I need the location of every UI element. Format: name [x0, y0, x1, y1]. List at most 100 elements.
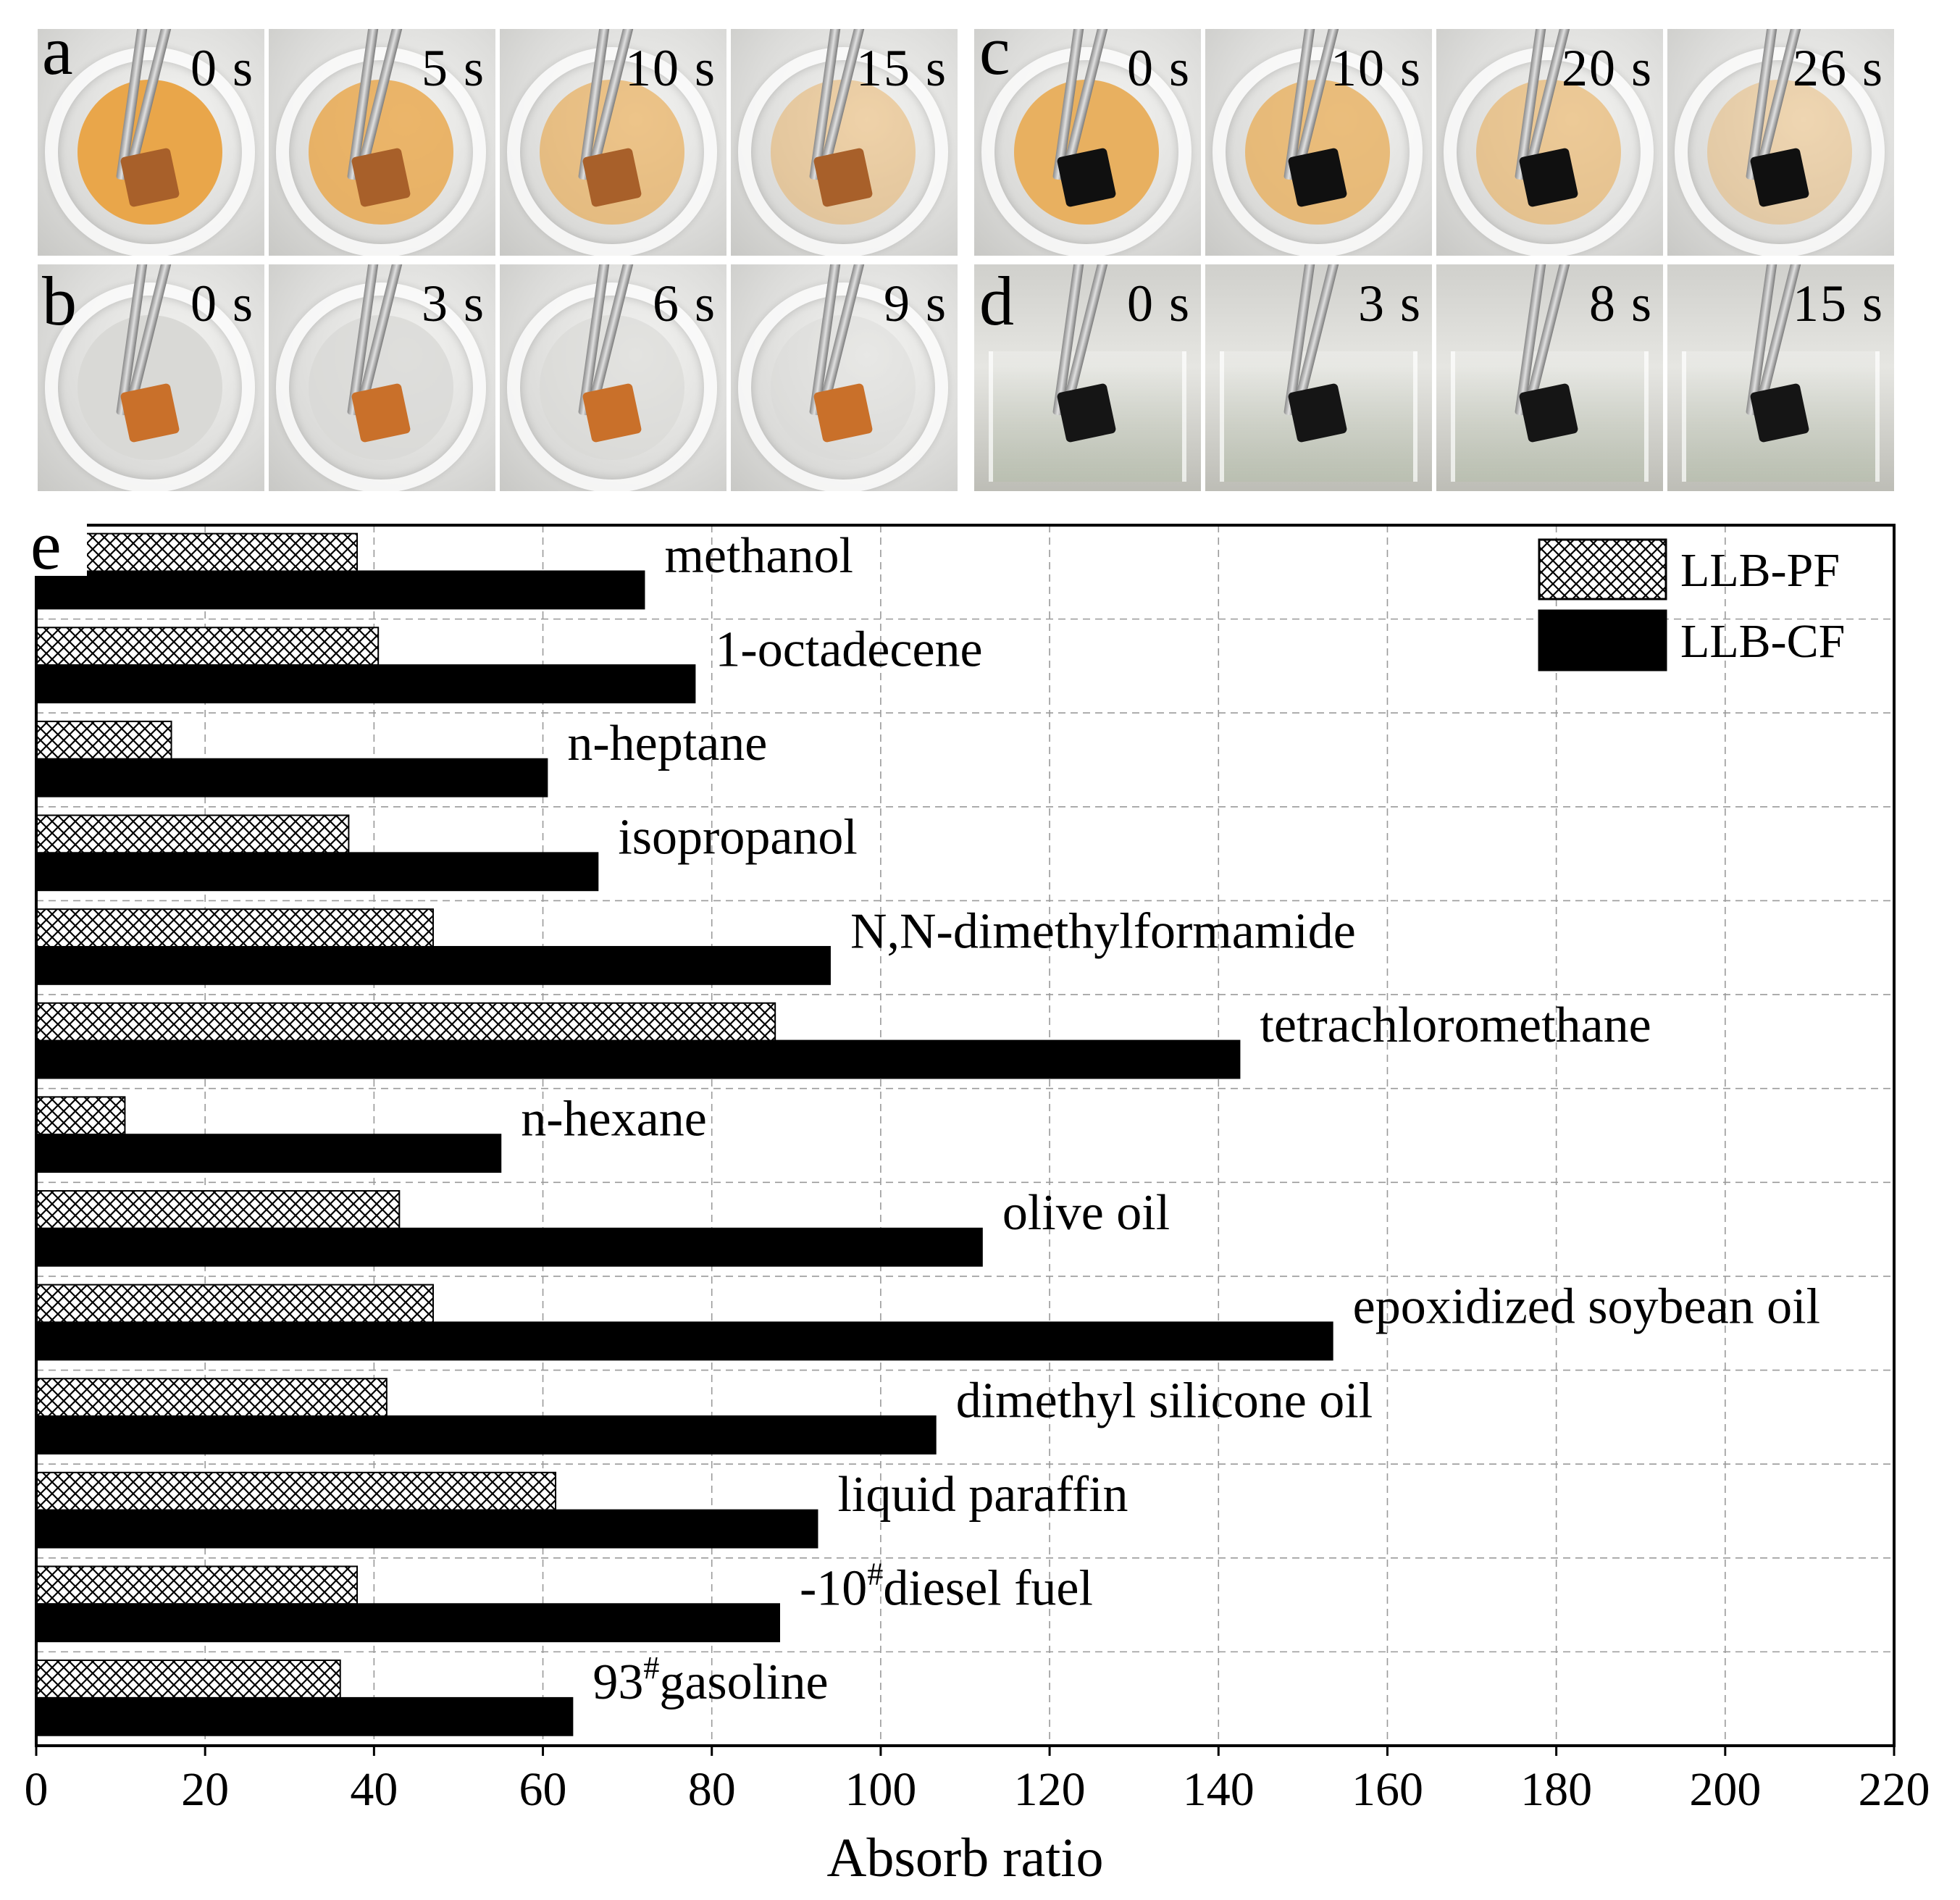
bar-llb-pf [35, 627, 380, 666]
sponge [351, 382, 411, 443]
bars [35, 532, 1333, 1736]
bar-llb-pf [35, 1284, 434, 1323]
time-label: 3 s [421, 275, 485, 332]
photo-frame: 0 s [38, 29, 264, 256]
x-axis-title: Absorb ratio [826, 1828, 1103, 1888]
photo-frame: 15 s [1667, 264, 1894, 491]
time-label: 15 s [855, 39, 947, 97]
photo-panel-a: 0 s 5 s 10 s 15 s [38, 29, 958, 256]
bar-llb-pf [35, 1096, 126, 1136]
time-label: 0 s [1126, 39, 1191, 97]
time-label: 5 s [421, 39, 485, 97]
sponge [813, 382, 874, 443]
panel-letter-a: a [42, 12, 73, 89]
sponge [1518, 147, 1579, 208]
time-label: 10 s [1330, 39, 1422, 97]
plot-frame [35, 524, 1896, 1747]
bar-labels: methanol 1-octadecene n-heptane isopropanol… [521, 528, 1820, 1710]
bar-llb-pf [35, 1565, 359, 1605]
x-tick-label: 100 [845, 1763, 916, 1816]
category-label: 1-octadecene [715, 622, 982, 677]
absorb-ratio-bar-chart: methanol 1-octadecene n-heptane isopropanol… [25, 514, 1930, 1888]
legend-label: LLB-PF [1680, 544, 1840, 597]
panel-letter-c: c [979, 12, 1010, 89]
sponge [813, 147, 874, 208]
x-tick-label: 20 [181, 1763, 229, 1816]
photo-frame: 10 s [1205, 29, 1432, 256]
photo-frame: 8 s [1436, 264, 1663, 491]
x-tick-label: 140 [1183, 1763, 1255, 1816]
photo-frame: 10 s [500, 29, 726, 256]
category-label: isopropanol [618, 810, 858, 866]
time-label: 10 s [624, 39, 716, 97]
sponge [1287, 147, 1348, 208]
x-tick-label: 0 [25, 1763, 49, 1816]
bar-llb-cf [35, 1603, 780, 1643]
panel-letter-e-bg [29, 519, 87, 576]
category-label: N,N-dimethylformamide [850, 903, 1356, 959]
sponge [120, 147, 180, 208]
time-label: 26 s [1792, 39, 1884, 97]
time-label: 15 s [1792, 275, 1884, 332]
bar-llb-cf [35, 664, 696, 703]
time-label: 3 s [1357, 275, 1422, 332]
x-tick-label: 60 [519, 1763, 567, 1816]
sponge [351, 147, 411, 208]
x-tick-label: 180 [1520, 1763, 1592, 1816]
time-label: 0 s [190, 39, 254, 97]
photo-frame: 0 s [974, 264, 1201, 491]
x-tick-label: 220 [1859, 1763, 1930, 1816]
time-label: 6 s [652, 275, 716, 332]
bar-llb-cf [35, 570, 645, 610]
photo-frame: 3 s [1205, 264, 1432, 491]
legend-label: LLB-CF [1680, 615, 1845, 668]
bar-llb-cf [35, 1696, 574, 1736]
legend-swatch [1538, 538, 1667, 600]
category-label: methanol [664, 528, 853, 584]
sponge [582, 382, 642, 443]
bar-llb-cf [35, 1134, 502, 1173]
category-label: tetrachloromethane [1260, 997, 1651, 1053]
x-tick-label: 80 [688, 1763, 736, 1816]
category-label: liquid paraffin [837, 1467, 1128, 1523]
category-label: dimethyl silicone oil [956, 1373, 1373, 1428]
bar-llb-pf [35, 1378, 388, 1418]
photo-frame: 5 s [269, 29, 495, 256]
bar-llb-cf [35, 1509, 818, 1549]
sponge [1749, 147, 1810, 208]
category-label: 93#gasoline [592, 1650, 828, 1710]
sponge [1056, 382, 1117, 443]
time-label: 8 s [1588, 275, 1653, 332]
bar-llb-cf [35, 758, 548, 798]
x-axis-ticks: 0 20 40 60 80 100 120 140 160 180 200 220 [25, 1746, 1930, 1816]
category-label: n-hexane [521, 1092, 707, 1147]
photo-frame: 0 s [974, 29, 1201, 256]
photo-frame: 0 s [38, 264, 264, 491]
bar-llb-cf [35, 1415, 937, 1455]
panel-letter-d: d [979, 262, 1014, 340]
photo-panel-b: 0 s 3 s 6 s 9 s [38, 264, 958, 491]
bar-llb-pf [35, 532, 359, 572]
bar-llb-pf [35, 1471, 557, 1511]
legend: LLB-PF LLB-CF [1538, 538, 1845, 671]
bar-llb-pf [35, 720, 172, 760]
x-tick-label: 40 [350, 1763, 398, 1816]
bar-llb-pf [35, 1660, 341, 1699]
category-label: n-heptane [567, 716, 767, 771]
photo-panel-c: 0 s 10 s 20 s 26 s [974, 29, 1894, 256]
photo-frame: 6 s [500, 264, 726, 491]
category-label: olive oil [1002, 1185, 1170, 1241]
bar-llb-pf [35, 1189, 401, 1229]
bar-llb-cf [35, 945, 831, 985]
x-tick-label: 120 [1014, 1763, 1086, 1816]
bar-llb-cf [35, 852, 599, 892]
category-label: epoxidized soybean oil [1353, 1279, 1820, 1335]
x-tick-label: 200 [1689, 1763, 1761, 1816]
bar-llb-cf [35, 1039, 1241, 1079]
time-label: 9 s [883, 275, 947, 332]
legend-swatch [1538, 609, 1667, 671]
bar-llb-pf [35, 814, 350, 854]
panel-letter-e: e [30, 514, 62, 584]
photo-frame: 26 s [1667, 29, 1894, 256]
x-tick-label: 160 [1352, 1763, 1423, 1816]
